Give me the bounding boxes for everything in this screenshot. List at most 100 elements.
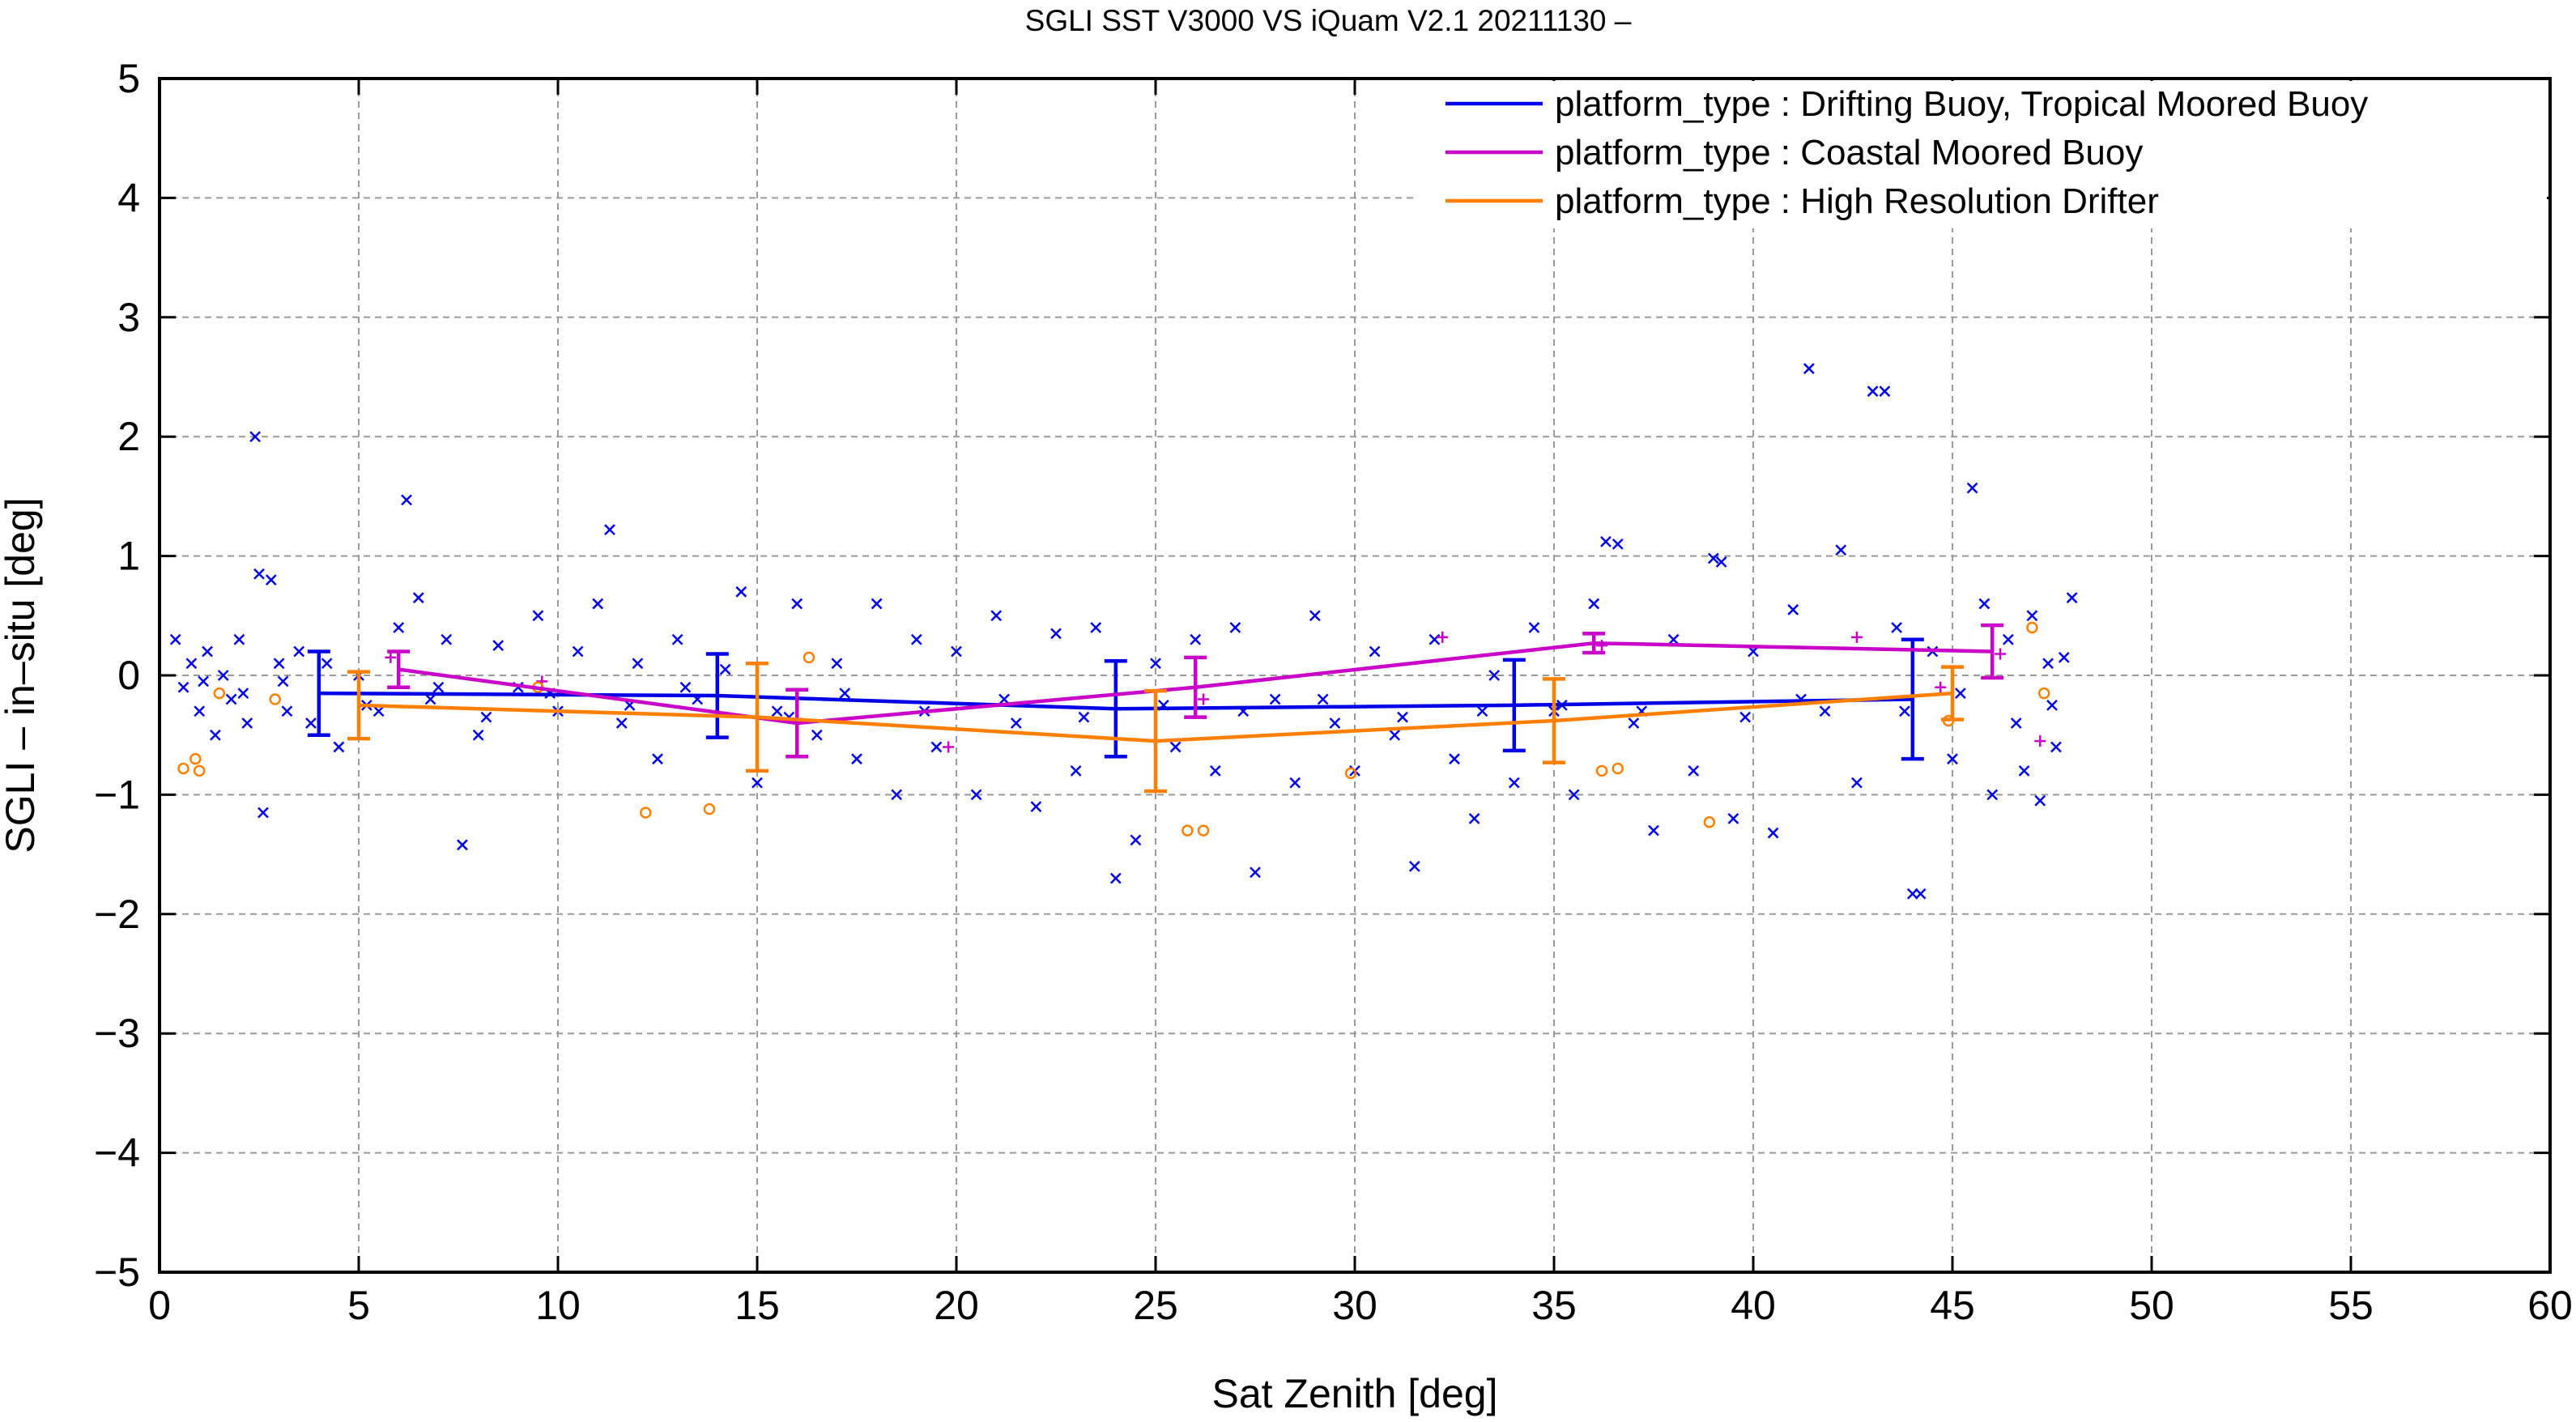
data-point [2066,592,2078,604]
y-tick-label: 3 [117,295,140,340]
data-point [2042,658,2054,670]
error-bar [1184,655,1207,719]
data-point [269,693,281,705]
data-point [333,741,345,753]
data-point [1109,872,1122,884]
data-point [871,598,883,610]
data-point [2026,610,2038,622]
x-tick-label: 55 [2328,1283,2374,1328]
data-point [480,711,492,723]
data-point [1707,552,1719,564]
data-point [1935,681,1947,693]
data-point [1739,711,1752,723]
error-bar [1502,658,1526,753]
data-point [277,675,289,688]
data-point [1600,536,1612,547]
error-bar [1941,665,1964,722]
error-bar [1582,632,1606,655]
x-tick-label: 0 [148,1283,171,1328]
data-point [1906,888,1918,900]
x-tick-label: 40 [1731,1283,1776,1328]
data-point [831,658,843,670]
data-point [1429,633,1441,645]
y-axis-label: SGLI – in–situ [deg] [0,497,43,853]
data-point [2018,765,2030,777]
data-point [1595,764,1608,777]
data-point [457,839,468,851]
data-point [273,658,285,670]
data-point [639,807,652,819]
data-point [1703,816,1716,828]
data-point [1819,705,1831,717]
data-point [2046,699,2058,711]
data-point [1468,812,1480,824]
x-tick-label: 60 [2527,1283,2573,1328]
data-point [169,633,181,645]
error-bar [705,652,729,739]
y-tick-label: 4 [117,175,140,220]
data-point [1437,631,1449,643]
data-point [2058,652,2070,663]
data-point [811,729,823,741]
data-point [1835,544,1847,556]
data-points [169,363,2078,900]
y-tick-label: −4 [94,1130,140,1176]
legend-entry: platform_type : High Resolution Drifter [1555,181,2159,221]
data-point [424,693,436,705]
data-point [249,431,261,443]
data-point [1899,705,1910,717]
data-point [735,585,747,598]
data-point [1150,658,1161,670]
x-tick-label: 20 [934,1283,979,1328]
data-point [671,633,683,645]
error-bar [1144,688,1167,794]
data-point [1978,598,1991,610]
data-point [1995,648,2007,660]
data-point [592,598,604,610]
data-point [258,807,269,819]
y-tick-label: −5 [94,1250,140,1295]
data-point [703,803,716,815]
data-point [1851,777,1863,789]
data-point [1197,824,1210,837]
data-point [1169,741,1182,753]
data-point [771,705,783,717]
data-point [237,688,249,699]
data-point [1369,645,1381,658]
data-point [752,777,763,789]
data-point [1612,538,1624,550]
x-axis-label: Sat Zenith [deg] [1211,1371,1497,1416]
data-point [1198,693,1210,705]
data-point [1891,622,1903,633]
legend-background [1413,81,2547,228]
data-point [432,681,445,693]
y-tick-label: −2 [94,892,140,937]
data-point [253,568,265,580]
data-point [492,640,505,652]
legend: platform_type : Drifting Buoy, Tropical … [1413,81,2547,228]
data-point [1727,812,1739,824]
data-point [1986,789,1999,801]
data-point [202,645,213,658]
data-point [2037,687,2050,700]
y-tick-label: 2 [117,414,140,459]
data-point [373,705,385,717]
data-point [1688,765,1700,777]
data-point [2010,717,2022,729]
error-bar [347,670,370,741]
data-point [1648,824,1659,837]
data-point [1389,729,1401,741]
data-point [1070,765,1082,777]
error-bar [1901,637,1924,761]
data-point [177,681,189,693]
legend-entry: platform_type : Drifting Buoy, Tropical … [1555,84,2368,124]
data-point [1050,628,1062,640]
data-point [321,658,333,670]
data-point [839,688,851,699]
data-point [652,753,663,765]
data-point [412,592,424,604]
data-point [532,610,544,622]
x-tick-label: 25 [1133,1283,1178,1328]
data-point [719,663,731,675]
data-point [1397,711,1408,723]
